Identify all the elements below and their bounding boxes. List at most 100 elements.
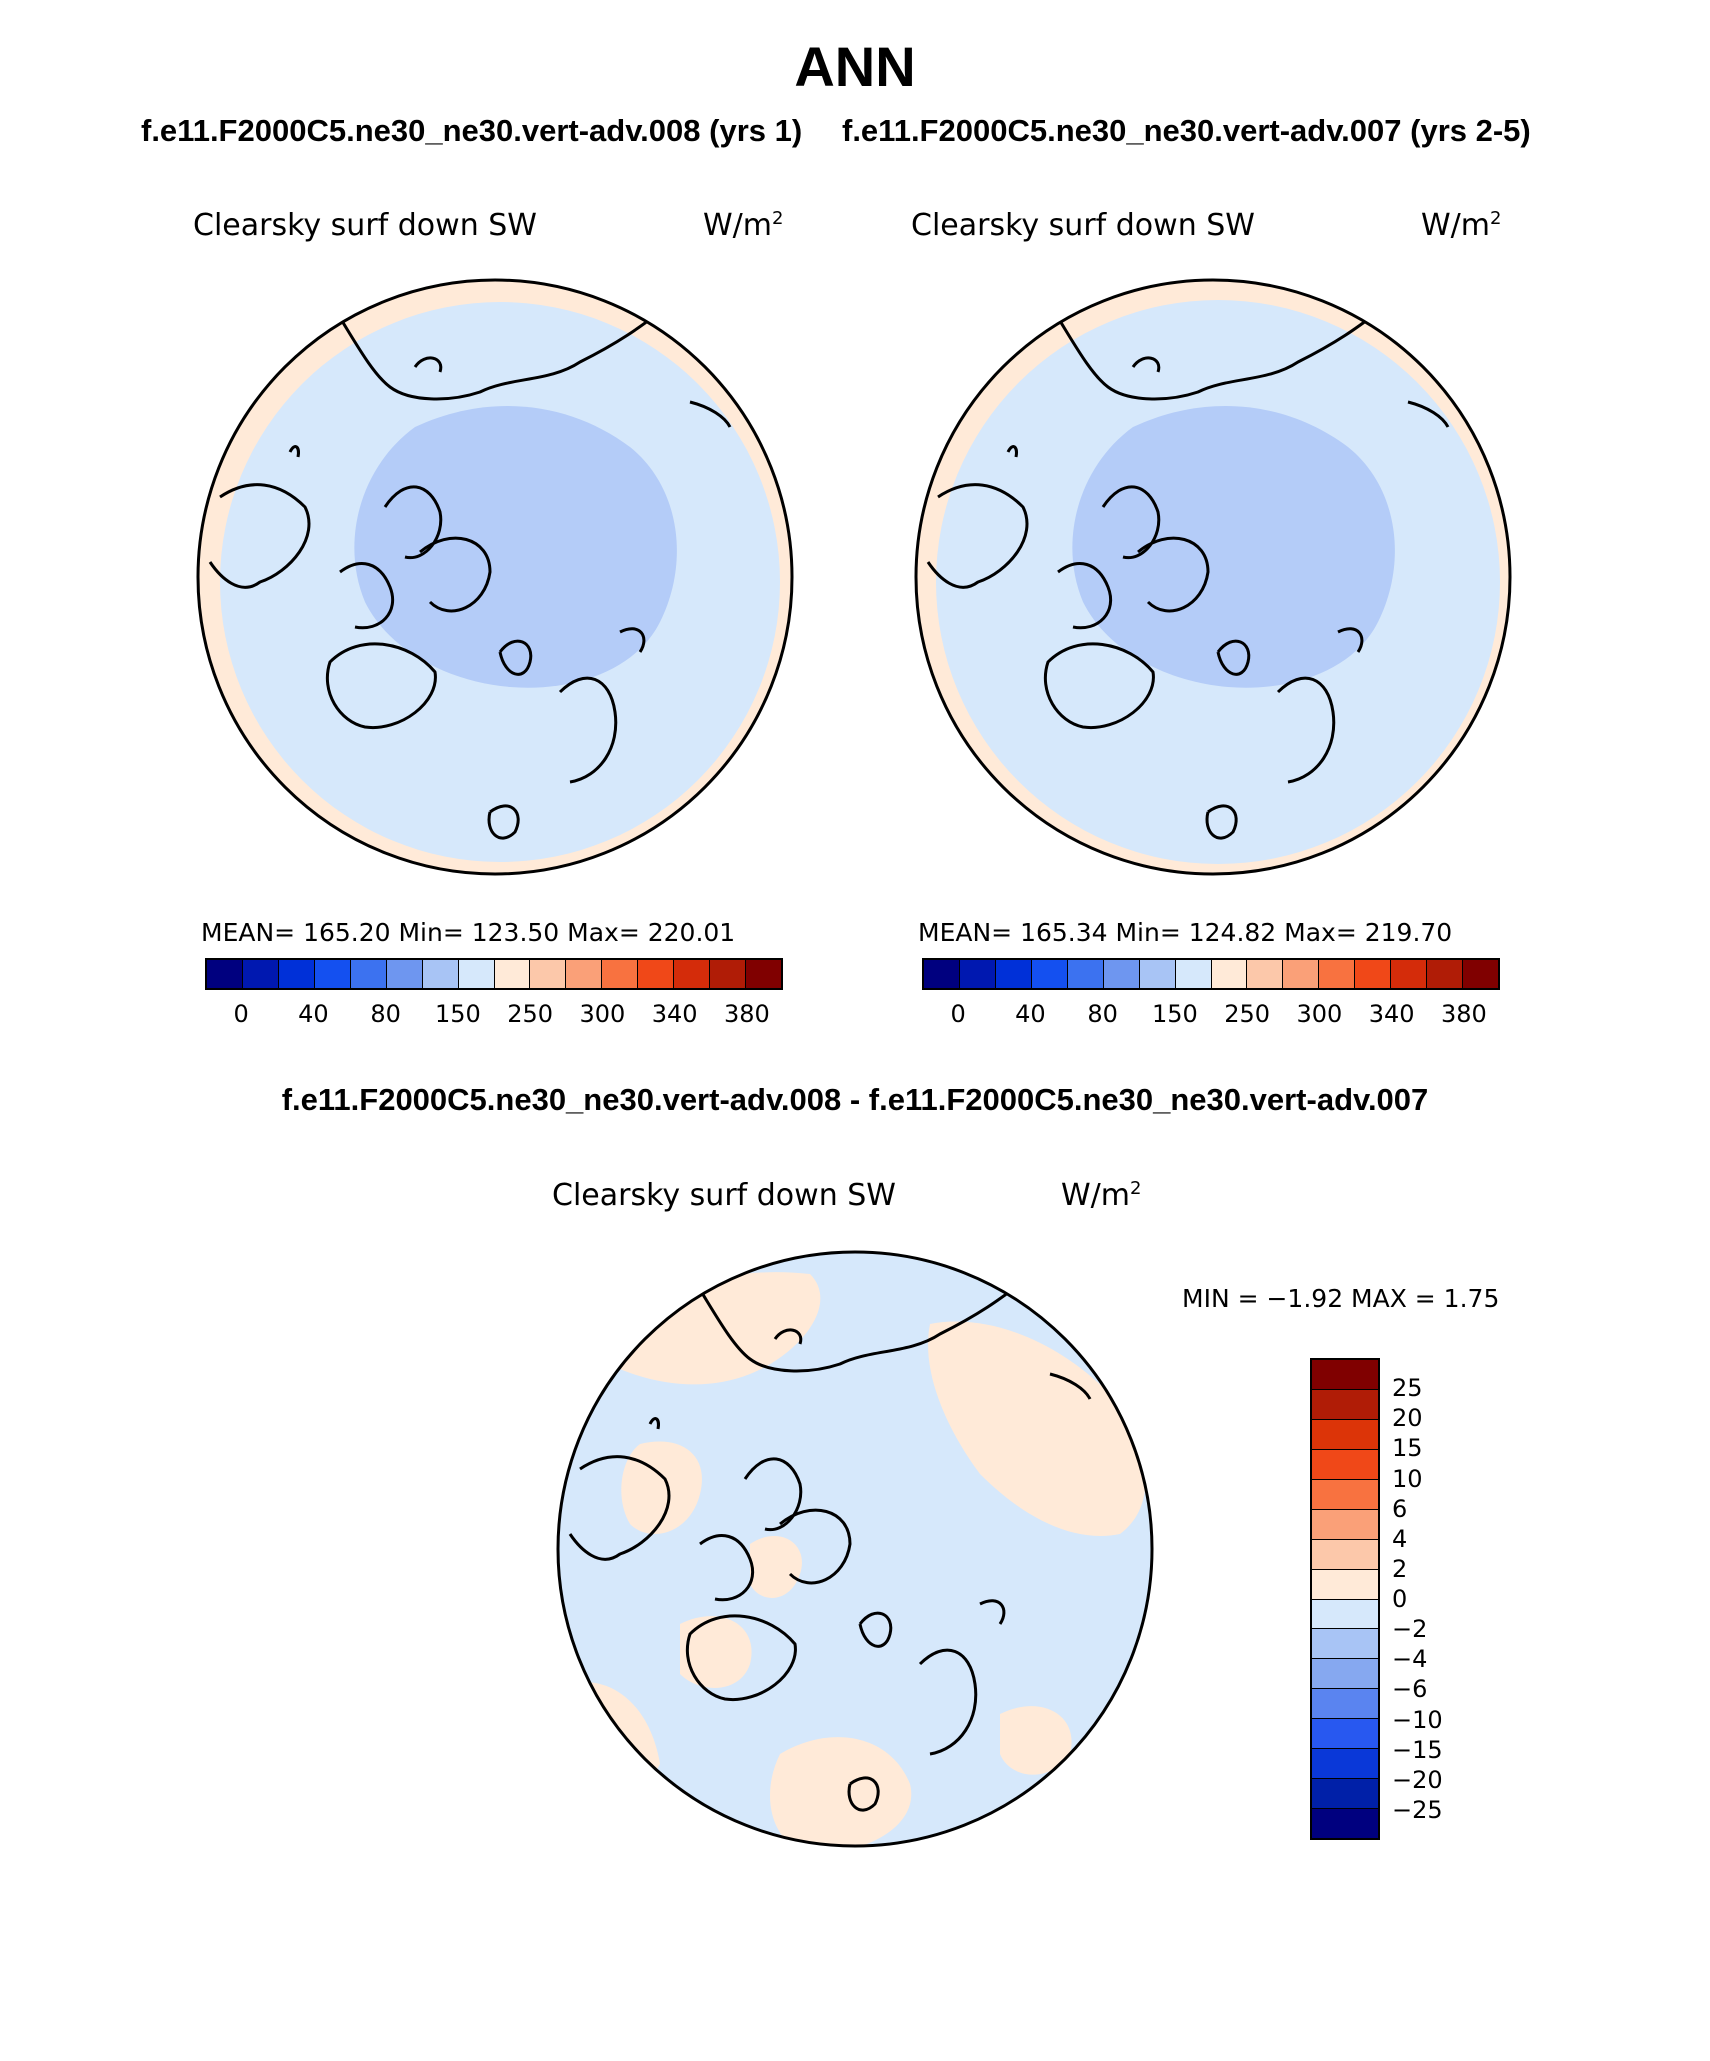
colorbar-right-swatch-3 <box>1031 960 1068 988</box>
colorbar-difference-swatch-7 <box>1312 1569 1378 1600</box>
colorbar-left-swatch-0 <box>207 960 243 988</box>
colorbar-left-swatch-3 <box>314 960 351 988</box>
colorbar-difference-swatch-1 <box>1312 1389 1378 1420</box>
colorbar-difference-swatch-12 <box>1312 1719 1378 1750</box>
colorbar-difference-ticks: 25 20 15 10 6 4 2 0 −2 −4 −6 −10 −15 −20 −25 <box>1392 1358 1472 1840</box>
colorbar-right-tick-label: 300 <box>1296 1000 1343 1028</box>
colorbar-left-swatch-7 <box>458 960 495 988</box>
colorbar-difference-tick-label: 10 <box>1392 1464 1423 1493</box>
colorbar-difference-swatch-4 <box>1312 1479 1378 1510</box>
colorbar-right-tick-label: 40 <box>1015 1000 1046 1028</box>
colorbar-difference-swatch-10 <box>1312 1659 1378 1690</box>
colorbar-difference-tick-label: 20 <box>1392 1404 1423 1433</box>
colorbar-left-swatch-5 <box>386 960 423 988</box>
diff-title: f.e11.F2000C5.ne30_ne30.vert-adv.008 - f… <box>281 1082 1429 1117</box>
colorbar-left-swatch-14 <box>710 960 747 988</box>
colorbar-difference-tick-label: −10 <box>1392 1705 1443 1734</box>
colorbar-left-swatch-4 <box>350 960 387 988</box>
colorbar-difference-swatch-14 <box>1312 1779 1378 1810</box>
colorbar-difference-swatch-2 <box>1312 1419 1378 1450</box>
colorbar-difference-tick-label: 4 <box>1392 1524 1408 1553</box>
colorbar-right-swatch-13 <box>1391 960 1428 988</box>
colorbar-right-swatch-4 <box>1067 960 1104 988</box>
map-panel-left <box>196 278 794 876</box>
colorbar-right-swatch-6 <box>1139 960 1176 988</box>
colorbar-right-swatch-2 <box>995 960 1032 988</box>
colorbar-right-tick-label: 250 <box>1224 1000 1271 1028</box>
colorbar-right-swatch-7 <box>1175 960 1212 988</box>
colorbar-left-swatch-13 <box>674 960 711 988</box>
colorbar-difference-tick-label: 0 <box>1392 1585 1408 1613</box>
colorbar-difference-swatch-11 <box>1312 1689 1378 1720</box>
colorbar-right-ticks: 0 40 80 150 250 300 340 380 <box>922 1000 1500 1030</box>
colorbar-right-tick-label: 80 <box>1087 1000 1118 1028</box>
panel-right-field-label: Clearsky surf down SW <box>911 208 1255 243</box>
colorbar-difference <box>1310 1358 1380 1840</box>
colorbar-right-swatch-12 <box>1355 960 1392 988</box>
colorbar-right-swatch-1 <box>959 960 996 988</box>
diff-field-label: Clearsky surf down SW <box>552 1178 896 1213</box>
colorbar-right-tick-label: 340 <box>1368 1000 1415 1028</box>
colorbar-left-swatch-12 <box>638 960 675 988</box>
colorbar-difference-tick-label: −15 <box>1392 1735 1443 1764</box>
colorbar-right-swatch-14 <box>1427 960 1464 988</box>
subtitle-left-case: f.e11.F2000C5.ne30_ne30.vert-adv.008 (yr… <box>141 113 803 148</box>
colorbar-difference-swatch-13 <box>1312 1749 1378 1780</box>
colorbar-right-swatch-8 <box>1211 960 1248 988</box>
colorbar-right-swatch-11 <box>1319 960 1356 988</box>
colorbar-left-swatch-9 <box>530 960 567 988</box>
map-panel-difference <box>556 1250 1154 1848</box>
colorbar-left-tick-label: 300 <box>579 1000 626 1028</box>
page-title: ANN <box>794 35 916 98</box>
colorbar-left-swatch-15 <box>746 960 781 988</box>
panel-left-field-label: Clearsky surf down SW <box>193 208 537 243</box>
colorbar-difference-swatch-5 <box>1312 1509 1378 1540</box>
colorbar-difference-tick-label: −25 <box>1392 1795 1443 1824</box>
diff-units: W/m2 <box>1061 1178 1142 1213</box>
colorbar-right <box>922 958 1500 990</box>
diff-stats: MIN = −1.92 MAX = 1.75 <box>1182 1284 1500 1313</box>
colorbar-difference-tick-label: 25 <box>1392 1374 1423 1403</box>
colorbar-right-swatch-10 <box>1283 960 1320 988</box>
colorbar-difference-tick-label: 6 <box>1392 1494 1408 1523</box>
colorbar-left-tick-label: 0 <box>233 1000 249 1028</box>
colorbar-difference-swatch-9 <box>1312 1629 1378 1660</box>
colorbar-left-swatch-6 <box>422 960 459 988</box>
colorbar-right-tick-label: 380 <box>1440 1000 1487 1028</box>
colorbar-left-swatch-2 <box>278 960 315 988</box>
colorbar-difference-tick-label: −4 <box>1392 1645 1428 1674</box>
colorbar-left-tick-label: 250 <box>507 1000 554 1028</box>
colorbar-left-swatch-11 <box>602 960 639 988</box>
colorbar-difference-tick-label: 15 <box>1392 1434 1423 1463</box>
colorbar-difference-tick-label: −6 <box>1392 1675 1428 1704</box>
colorbar-difference-tick-label: 2 <box>1392 1554 1408 1583</box>
colorbar-left-swatch-1 <box>242 960 279 988</box>
colorbar-left-tick-label: 80 <box>370 1000 401 1028</box>
colorbar-left-tick-label: 380 <box>723 1000 770 1028</box>
colorbar-difference-swatch-3 <box>1312 1449 1378 1480</box>
colorbar-difference-swatch-6 <box>1312 1539 1378 1570</box>
colorbar-difference-swatch-8 <box>1312 1599 1378 1630</box>
map-panel-right <box>914 278 1512 876</box>
colorbar-left <box>205 958 783 990</box>
panel-left-units: W/m2 <box>703 208 784 243</box>
colorbar-right-swatch-15 <box>1463 960 1498 988</box>
colorbar-difference-tick-label: −2 <box>1392 1615 1428 1644</box>
colorbar-right-swatch-5 <box>1103 960 1140 988</box>
subtitle-right-case: f.e11.F2000C5.ne30_ne30.vert-adv.007 (yr… <box>842 113 1531 148</box>
colorbar-difference-tick-label: −20 <box>1392 1765 1443 1794</box>
colorbar-right-tick-label: 0 <box>950 1000 966 1028</box>
colorbar-left-tick-label: 340 <box>651 1000 698 1028</box>
colorbar-right-tick-label: 150 <box>1151 1000 1198 1028</box>
panel-right-units: W/m2 <box>1421 208 1502 243</box>
colorbar-left-swatch-8 <box>494 960 531 988</box>
panel-right-stats: MEAN= 165.34 Min= 124.82 Max= 219.70 <box>918 918 1453 947</box>
colorbar-left-ticks: 0 40 80 150 250 300 340 380 <box>205 1000 783 1030</box>
colorbar-difference-swatch-15 <box>1312 1809 1378 1838</box>
colorbar-left-tick-label: 40 <box>298 1000 329 1028</box>
colorbar-right-swatch-9 <box>1247 960 1284 988</box>
panel-left-stats: MEAN= 165.20 Min= 123.50 Max= 220.01 <box>201 918 736 947</box>
colorbar-left-swatch-10 <box>566 960 603 988</box>
colorbar-right-swatch-0 <box>924 960 960 988</box>
colorbar-left-tick-label: 150 <box>434 1000 481 1028</box>
